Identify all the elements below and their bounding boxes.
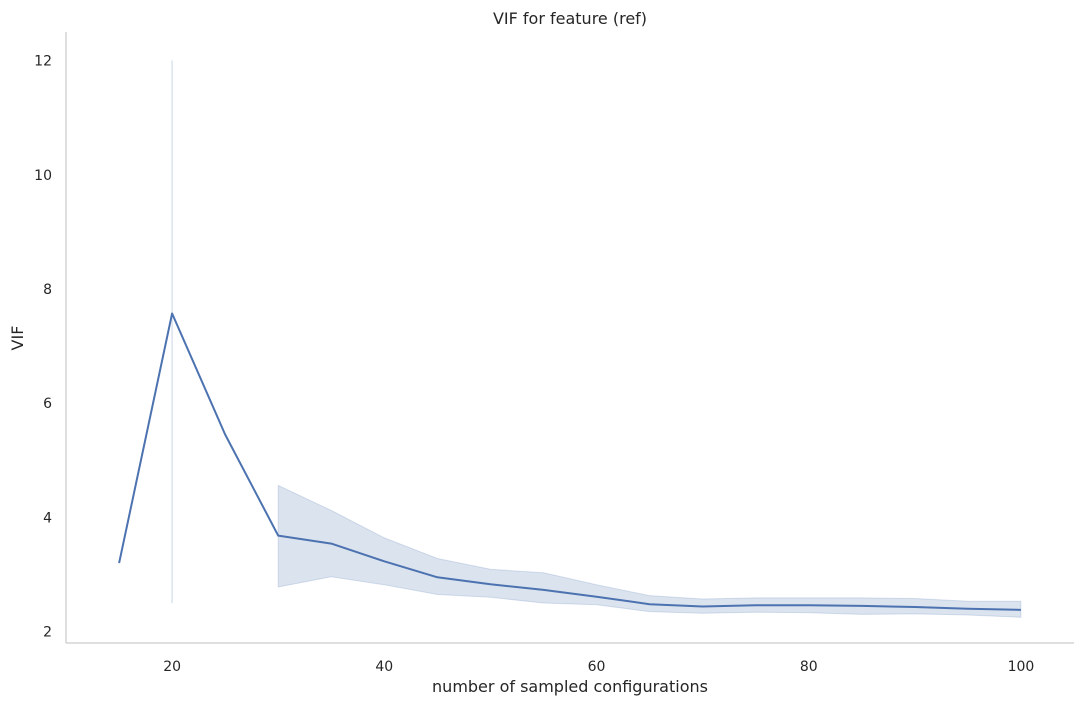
y-tick-label: 12 xyxy=(34,54,52,70)
chart-title: VIF for feature (ref) xyxy=(493,9,647,28)
vif-mean-line xyxy=(118,312,1021,611)
confidence-band xyxy=(277,484,1022,618)
y-tick-label: 4 xyxy=(43,510,52,526)
x-tick-labels: 20 40 60 80 100 xyxy=(163,659,1034,675)
y-axis-label: VIF xyxy=(8,326,27,351)
y-tick-label: 6 xyxy=(43,396,52,412)
x-tick-label: 100 xyxy=(1008,659,1035,675)
x-tick-label: 80 xyxy=(800,659,818,675)
x-tick-label: 60 xyxy=(588,659,606,675)
plot-area xyxy=(118,60,1022,618)
y-tick-label: 8 xyxy=(43,282,52,298)
x-axis-label: number of sampled configurations xyxy=(432,677,708,696)
x-tick-label: 40 xyxy=(375,659,393,675)
y-tick-label: 10 xyxy=(34,168,52,184)
x-tick-label: 20 xyxy=(163,659,181,675)
y-tick-labels: 2 4 6 8 10 12 xyxy=(34,54,52,641)
y-tick-label: 2 xyxy=(43,625,52,641)
